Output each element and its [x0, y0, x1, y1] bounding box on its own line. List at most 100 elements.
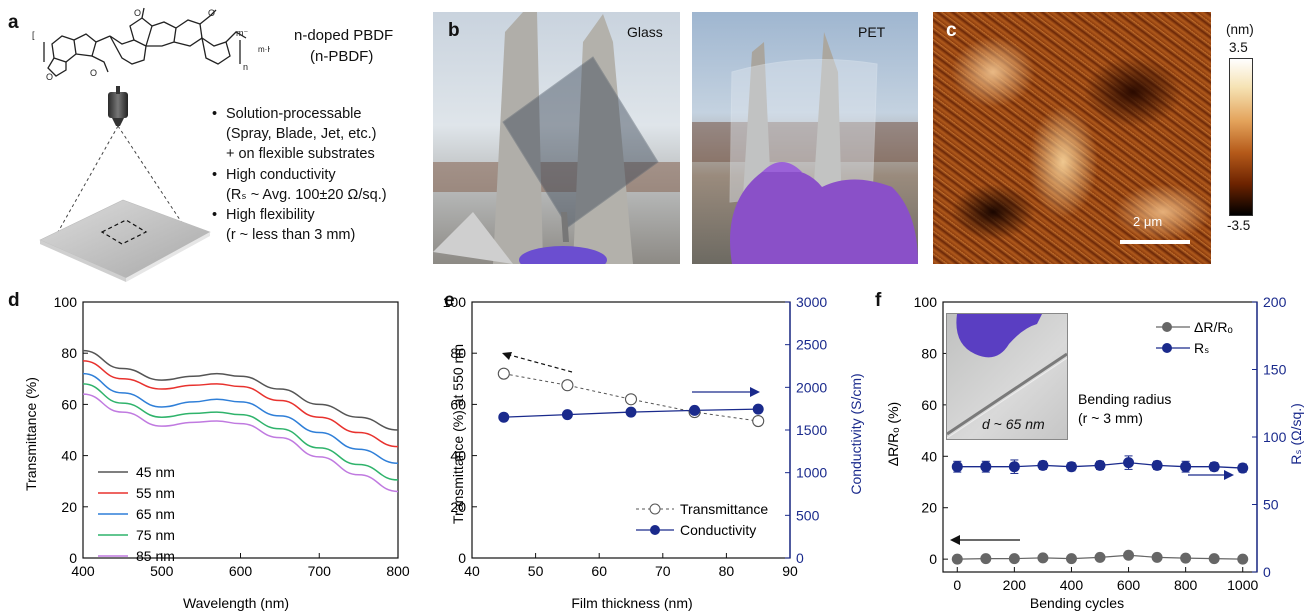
x-tick-label: 600 [1117, 577, 1141, 593]
feature-item: High conductivity [212, 165, 387, 185]
dr-point [1008, 553, 1020, 565]
dr-point [1237, 553, 1249, 565]
svg-text:O: O [90, 68, 97, 78]
transmittance-line [503, 373, 759, 422]
y-tick-label: 40 [921, 448, 937, 464]
x-tick-label: 400 [71, 563, 95, 579]
y2-tick-label: 1500 [796, 422, 827, 438]
series-line-1 [82, 360, 399, 448]
legend-label: Conductivity [680, 522, 756, 538]
chart-thickness: 40 50 60 70 80 900204060801000500100015002000… [443, 294, 864, 611]
y2-tick-label: 50 [1263, 497, 1279, 513]
y-tick-label: 20 [61, 499, 77, 515]
colorbar-max: 3.5 [1229, 40, 1248, 55]
inset-label: d ~ 65 nm [982, 416, 1045, 432]
y-tick-label: 40 [450, 448, 466, 464]
dopant-label: m·H⁺ [258, 45, 270, 54]
dr-point [1065, 553, 1077, 565]
y-tick-label: 20 [450, 499, 466, 515]
y-tick-label: 0 [69, 550, 77, 566]
arrow-left-head [950, 535, 960, 545]
chart-f-ylabel: ΔR/Rₒ (%) [885, 402, 901, 466]
x-tick-label: 0 [953, 577, 961, 593]
annotation-sub: (r ~ 3 mm) [1078, 410, 1143, 426]
feature-item: Solution-processable [212, 104, 387, 124]
legend-label: 45 nm [136, 464, 175, 480]
arrow-right-head [1224, 470, 1234, 480]
rs-point [1037, 459, 1049, 471]
plot-frame [82, 301, 399, 559]
colorbar-unit: (nm) [1226, 22, 1254, 37]
x-tick-label: 200 [1003, 577, 1027, 593]
panel-b-letter: b [448, 20, 460, 41]
chart-f-marks [950, 455, 1249, 565]
chart-transmittance-spectra: 400 500 600 700 800 0 20 40 60 80 100 45 nm 55 nm 65… [23, 294, 410, 611]
dr-point [1037, 552, 1049, 564]
x-tick-label: 40 [464, 563, 480, 579]
y2-tick-label: 200 [1263, 294, 1287, 310]
series-line-4 [82, 393, 399, 493]
colorbar-min: -3.5 [1227, 218, 1251, 233]
rs-point [1237, 462, 1249, 474]
rs-point [1151, 459, 1163, 471]
x-tick-label: 700 [308, 563, 332, 579]
feature-item: (Rₛ ~ Avg. 100±20 Ω/sq.) [226, 186, 387, 203]
arrow-left [505, 353, 573, 373]
series-line-2 [82, 372, 399, 465]
afm-scale-bar [1120, 240, 1190, 244]
colorbar [1229, 58, 1253, 216]
feature-item: High flexibility [212, 205, 387, 225]
chart-d-xlabel: Wavelength (nm) [183, 595, 289, 611]
panel-d-letter: d [8, 290, 20, 311]
afm-scale-bar-label: 2 μm [1133, 214, 1163, 229]
conductivity-point [498, 411, 510, 423]
chart-e-y2label: Conductivity (S/cm) [848, 373, 864, 494]
series-line-0 [82, 349, 399, 431]
coating-illustration [39, 86, 211, 282]
rs-point [1065, 461, 1077, 473]
chart-d-axes: 400 500 600 700 800 0 20 40 60 80 100 [54, 294, 410, 579]
pet-label: PET [858, 24, 886, 40]
inset-bending-photo [946, 313, 1068, 440]
conductivity-point [752, 403, 764, 415]
feature-item: + on flexible substrates [226, 146, 375, 163]
x-tick-label: 800 [1174, 577, 1198, 593]
chart-f-y2label: Rₛ (Ω/sq.) [1288, 403, 1304, 465]
rs-point [980, 461, 992, 473]
y2-tick-label: 0 [1263, 564, 1271, 580]
photo-pet [692, 12, 918, 264]
charge-label: m⁻ [236, 28, 248, 38]
dr-point [1180, 552, 1192, 564]
legend-label: 75 nm [136, 527, 175, 543]
x-tick-label: 1000 [1227, 577, 1258, 593]
chart-d-legend: 45 nm 55 nm 65 nm 75 nm 85 nm [98, 464, 175, 564]
legend-swatch [649, 503, 661, 515]
legend-label: Rₛ [1194, 340, 1209, 356]
chart-e-legend: Transmittance Conductivity [636, 501, 768, 538]
x-tick-label: 400 [1060, 577, 1084, 593]
y-tick-label: 20 [921, 500, 937, 516]
x-tick-label: 70 [655, 563, 671, 579]
y2-tick-label: 0 [796, 550, 804, 566]
svg-text:O: O [208, 8, 215, 18]
conductivity-point [689, 404, 701, 416]
chart-e-marks [497, 352, 765, 428]
y-tick-label: 0 [458, 550, 466, 566]
legend-swatch [650, 525, 660, 535]
material-abbrev: (n-PBDF) [310, 48, 374, 65]
chart-f-xlabel: Bending cycles [1030, 595, 1124, 611]
y-tick-label: 60 [450, 396, 466, 412]
y-tick-label: 60 [921, 397, 937, 413]
dr-point [951, 553, 963, 565]
rs-point [1094, 459, 1106, 471]
y2-tick-label: 100 [1263, 429, 1287, 445]
y-tick-label: 100 [914, 294, 938, 310]
x-tick-label: 90 [782, 563, 798, 579]
rs-point [1180, 461, 1192, 473]
panel-a-letter: a [8, 12, 19, 33]
afm-image [933, 12, 1211, 264]
dr-point [980, 553, 992, 565]
transmittance-point [497, 367, 510, 380]
legend-swatch [1162, 322, 1172, 332]
chart-f-axes: 0 200 400 600 800 100002040608010005010015020… [914, 294, 1287, 593]
